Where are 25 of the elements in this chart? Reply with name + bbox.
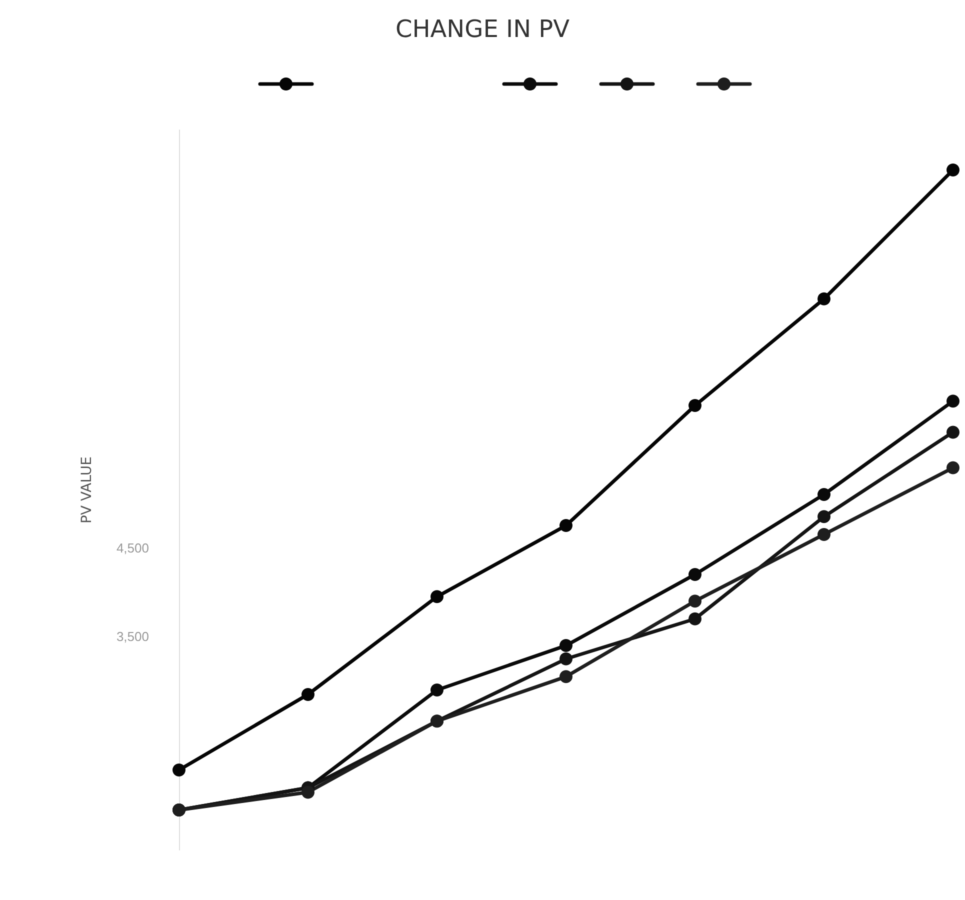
point [560,670,572,684]
point [946,426,960,439]
point [818,292,830,306]
point [946,164,960,176]
point [560,519,572,532]
point [688,399,702,412]
point [172,764,186,776]
point [688,612,702,626]
point [430,590,444,604]
point [560,639,572,652]
chart-title: CHANGE IN PV [395,15,570,43]
point [818,510,830,524]
point [302,688,314,701]
point [818,488,830,501]
point [946,461,960,474]
point [818,528,830,541]
point [302,786,314,799]
point [560,652,572,666]
point [688,568,702,581]
point [688,594,702,608]
y-axis-title: PV VALUE [79,456,95,524]
y-tick-label: 3,500 [116,629,149,644]
point [946,394,960,408]
y-tick-label: 4,500 [116,540,149,556]
point [430,684,444,696]
